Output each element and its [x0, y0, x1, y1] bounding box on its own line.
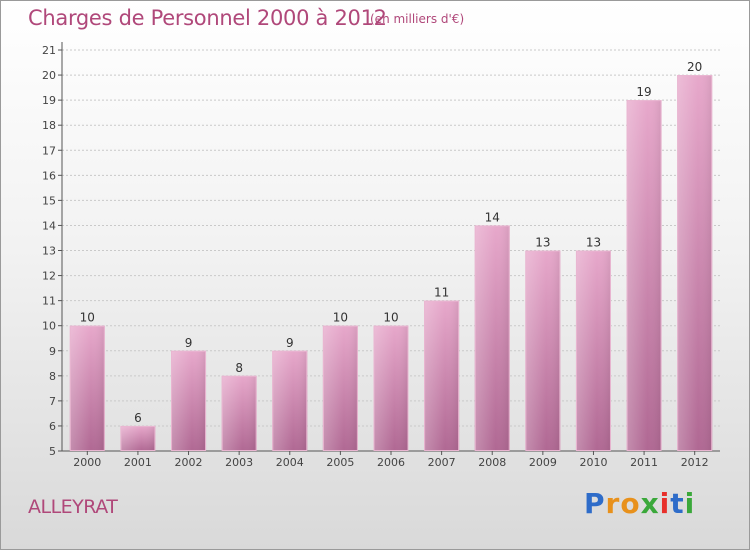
- brand-letter: P: [584, 487, 606, 520]
- bar-highlight: [626, 100, 662, 451]
- brand-letter: i: [659, 487, 671, 520]
- x-tick-label: 2003: [225, 456, 253, 469]
- bar-highlight: [69, 325, 105, 451]
- brand-letter: x: [640, 487, 660, 520]
- y-tick-label: 19: [42, 94, 56, 107]
- bar-outline: [120, 425, 156, 451]
- bar-outline: [626, 100, 662, 451]
- bar-highlight: [575, 250, 611, 451]
- x-tick-label: 2000: [73, 456, 101, 469]
- bar-value-label: 9: [286, 336, 294, 350]
- tick-labels: 5 6 7 8 9 10 11 12 13 14 15 16 17 18 19 20 21 2000 2001 200…: [42, 44, 709, 469]
- bar-outline: [373, 325, 409, 451]
- bar-highlight: [373, 325, 409, 451]
- bar-value-label: 11: [434, 286, 449, 300]
- bar-highlight: [525, 250, 561, 451]
- y-tick-label: 17: [42, 144, 56, 157]
- brand-letter: t: [670, 487, 685, 520]
- y-tick-label: 13: [42, 245, 56, 258]
- bar-outline: [69, 325, 105, 451]
- x-tick-label: 2007: [428, 456, 456, 469]
- y-tick-label: 18: [42, 119, 56, 132]
- bar-value-labels: 10 6 9 8 9 10 10 11 14 13 13 19 20: [80, 60, 703, 425]
- bar-value-label: 10: [333, 311, 348, 325]
- y-tick-label: 15: [42, 194, 56, 207]
- brand-letter: i: [684, 487, 696, 520]
- x-tick-label: 2006: [377, 456, 405, 469]
- bar-highlight: [221, 375, 257, 451]
- y-tick-label: 11: [42, 295, 56, 308]
- y-tick-label: 21: [42, 44, 56, 57]
- y-tick-label: 7: [49, 395, 56, 408]
- bar-outline: [575, 250, 611, 451]
- proxiti-logo: Proxiti: [584, 487, 695, 520]
- brand-letter: r: [605, 487, 621, 520]
- bar-value-label: 20: [687, 60, 702, 74]
- bar-highlight: [272, 350, 308, 451]
- x-tick-label: 2010: [579, 456, 607, 469]
- bar-value-label: 10: [80, 311, 95, 325]
- bar-outline: [221, 375, 257, 451]
- bar-highlight: [424, 300, 460, 451]
- bar-value-label: 19: [636, 85, 651, 99]
- bar-outline: [424, 300, 460, 451]
- y-tick-label: 14: [42, 219, 56, 232]
- y-tick-label: 5: [49, 445, 56, 458]
- bar-value-label: 9: [185, 336, 193, 350]
- bar-outline: [474, 225, 510, 451]
- x-tick-label: 2005: [326, 456, 354, 469]
- y-tick-label: 8: [49, 370, 56, 383]
- y-tick-label: 6: [49, 420, 56, 433]
- x-tick-label: 2001: [124, 456, 152, 469]
- bar-highlight: [677, 75, 713, 451]
- bar-value-label: 10: [383, 311, 398, 325]
- y-tick-label: 9: [49, 345, 56, 358]
- bar-value-label: 13: [586, 236, 601, 250]
- bar-highlight: [171, 350, 207, 451]
- x-tick-label: 2009: [529, 456, 557, 469]
- bar-highlight: [322, 325, 358, 451]
- bar-outline: [525, 250, 561, 451]
- x-tick-label: 2004: [276, 456, 304, 469]
- x-tick-label: 2008: [478, 456, 506, 469]
- bars: [69, 75, 713, 451]
- x-tick-label: 2002: [175, 456, 203, 469]
- bar-highlight: [474, 225, 510, 451]
- bar-outline: [322, 325, 358, 451]
- chart-title: Charges de Personnel 2000 à 2012: [28, 6, 387, 30]
- x-tick-label: 2011: [630, 456, 658, 469]
- bar-value-label: 8: [235, 361, 243, 375]
- bar-outline: [677, 75, 713, 451]
- y-tick-label: 12: [42, 270, 56, 283]
- x-tick-label: 2012: [681, 456, 709, 469]
- bar-outline: [272, 350, 308, 451]
- bar-value-label: 14: [485, 210, 500, 224]
- y-tick-label: 16: [42, 169, 56, 182]
- bar-value-label: 13: [535, 236, 550, 250]
- chart-unit: (en milliers d'€): [370, 12, 465, 26]
- bar-highlight: [120, 425, 156, 451]
- commune-name: ALLEYRAT: [28, 496, 118, 518]
- bar-outline: [171, 350, 207, 451]
- brand-letter: o: [620, 487, 641, 520]
- y-tick-label: 10: [42, 320, 56, 333]
- bar-value-label: 6: [134, 411, 142, 425]
- y-tick-label: 20: [42, 69, 56, 82]
